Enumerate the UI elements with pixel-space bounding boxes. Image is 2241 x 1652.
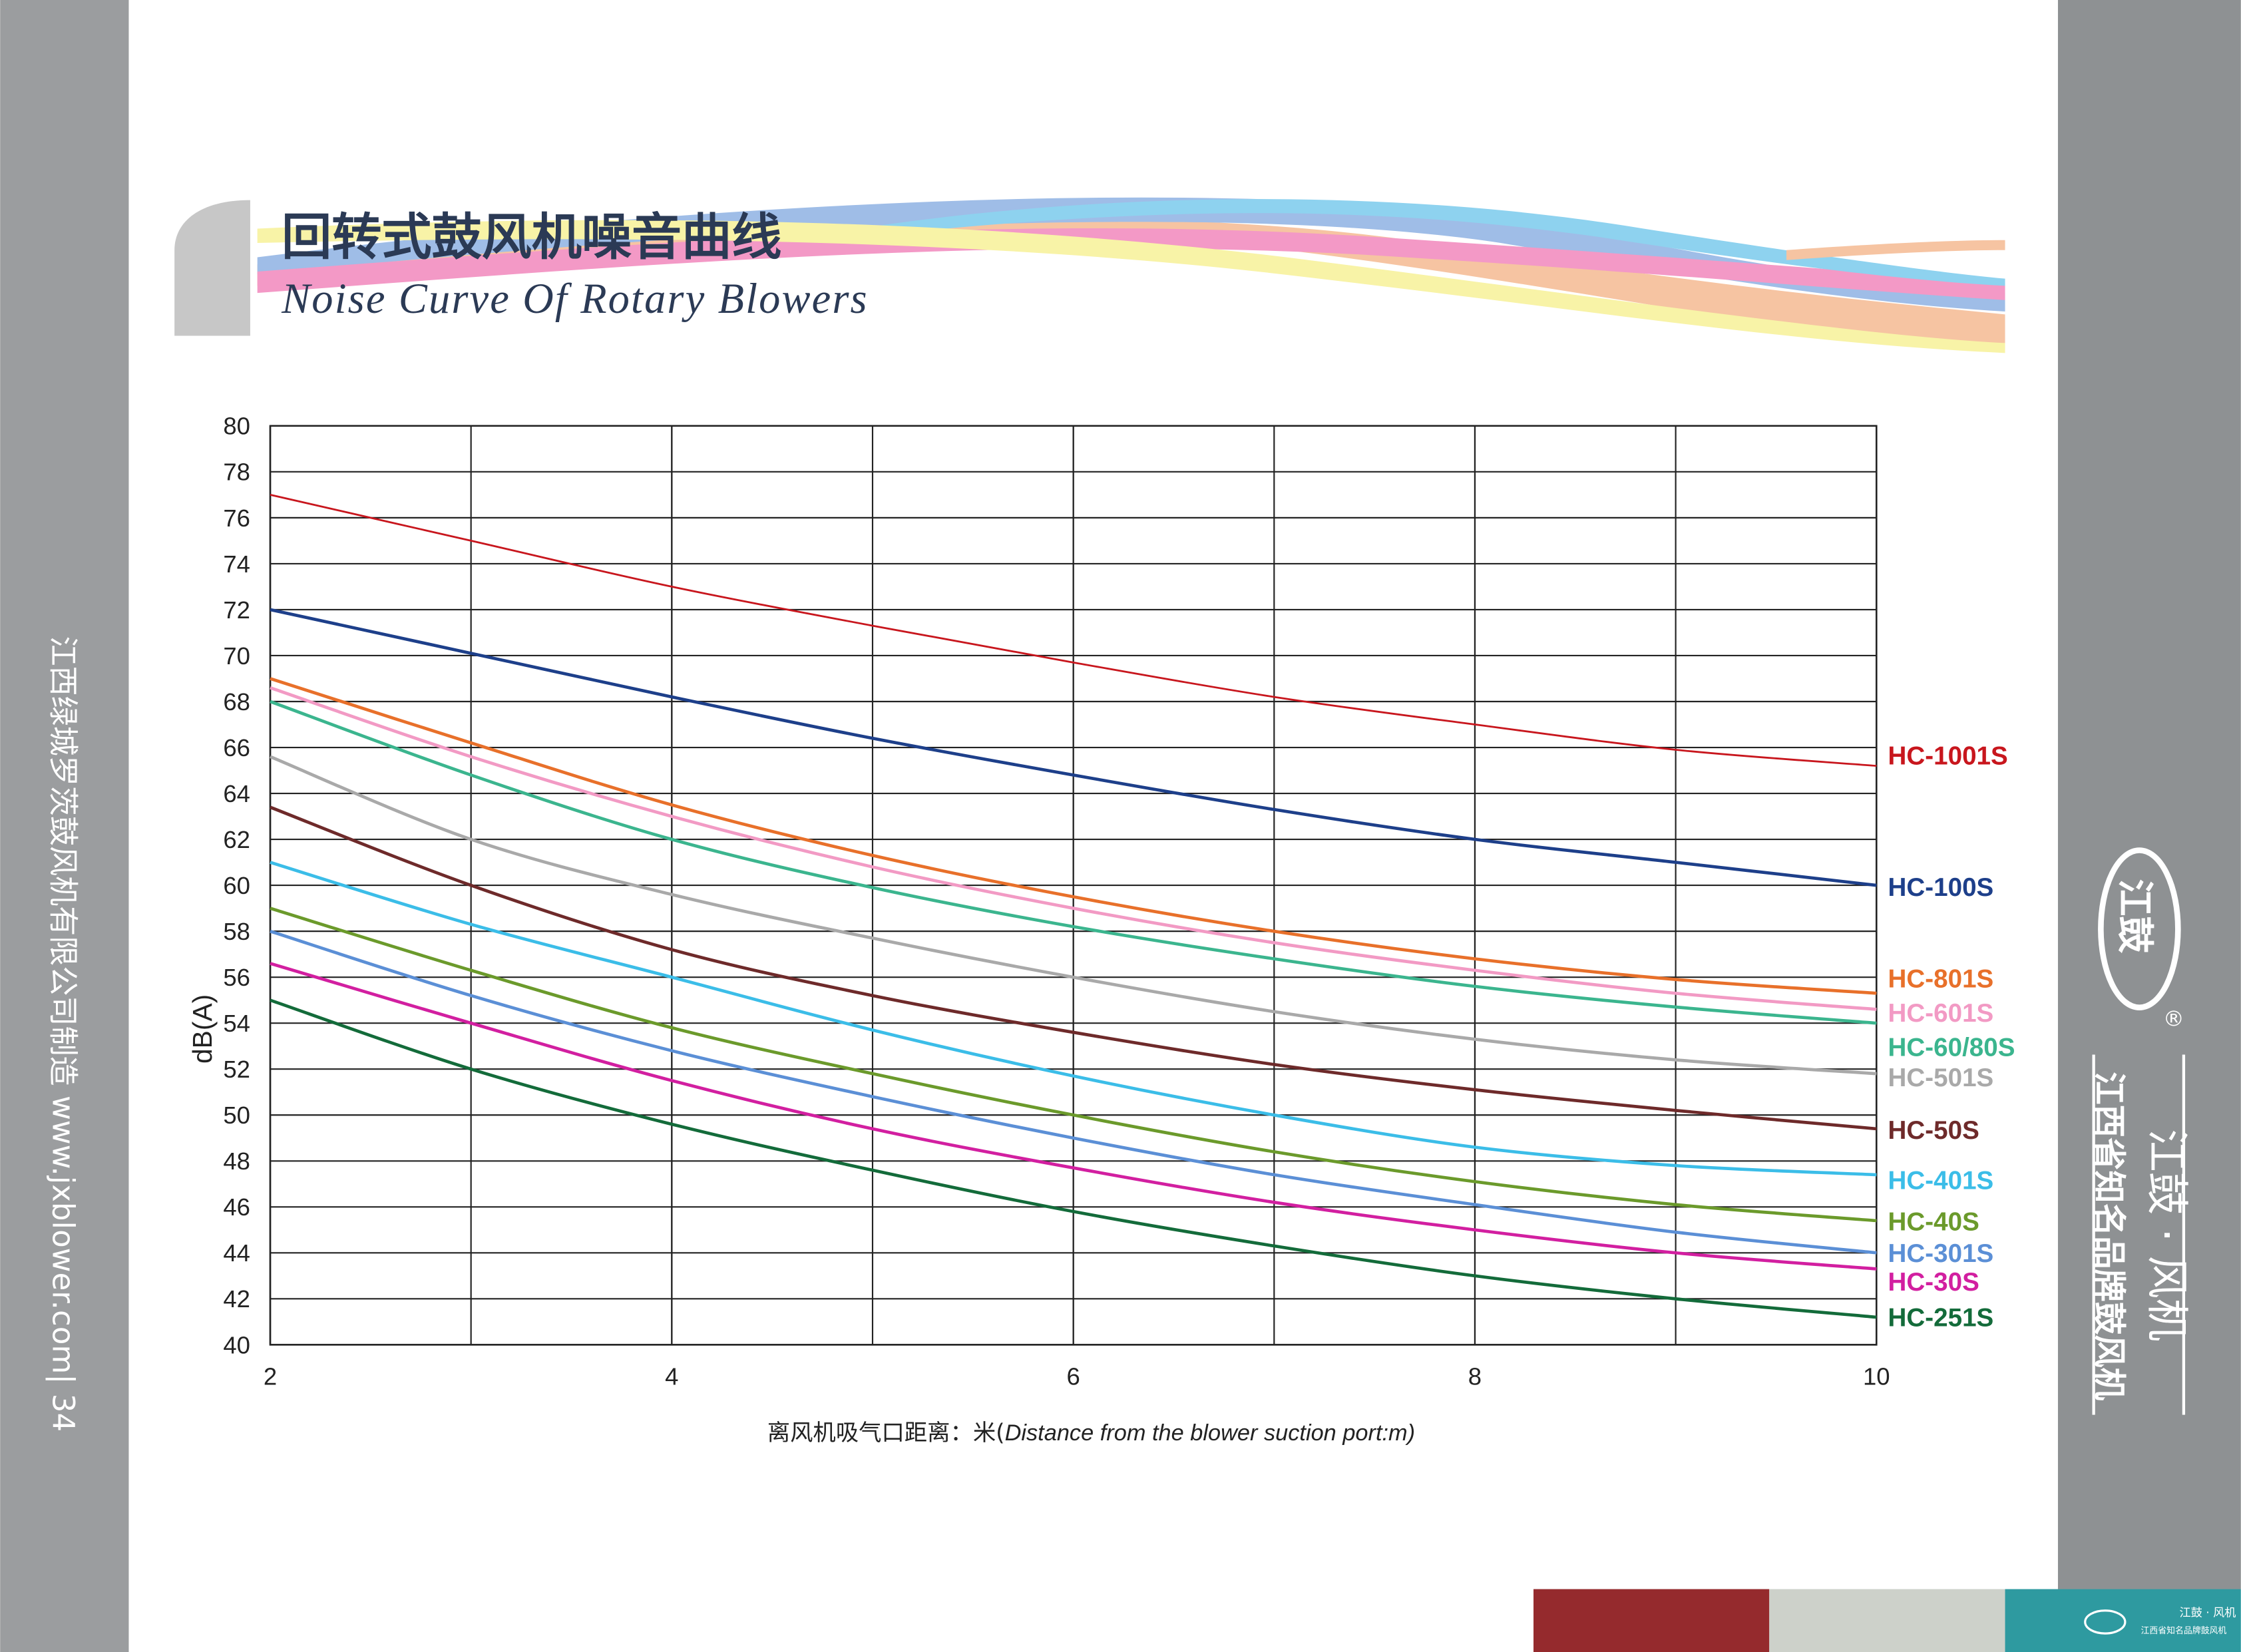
- x-tick-label: 8: [1468, 1363, 1482, 1390]
- series-label: HC-401S: [1888, 1166, 1993, 1195]
- series-line: [270, 686, 1877, 1011]
- y-tick-label: 76: [223, 505, 250, 532]
- side-text: 江西绿城罗茨鼓风机有限公司制造 www.jxblower.com| 34: [46, 636, 81, 1432]
- left-band: [0, 0, 129, 1652]
- x-axis-label: Distance from the blower suction port:m): [1005, 1420, 1416, 1446]
- y-tick-label: 72: [223, 596, 250, 624]
- x-tick-label: 6: [1066, 1363, 1080, 1390]
- y-tick-label: 78: [223, 459, 250, 486]
- series-line: [270, 805, 1877, 1131]
- y-tick-label: 42: [223, 1285, 250, 1313]
- series-label: HC-50S: [1888, 1116, 1979, 1145]
- series-label: HC-251S: [1888, 1303, 1993, 1332]
- series-label: HC-1001S: [1888, 742, 2007, 771]
- y-tick-label: 68: [223, 688, 250, 716]
- y-tick-label: 74: [223, 550, 250, 578]
- series-line: [270, 929, 1877, 1255]
- footer-block: [1769, 1589, 2005, 1652]
- title: 回转式鼓风机噪音曲线: [282, 208, 781, 266]
- series-label: HC-30S: [1888, 1268, 1979, 1297]
- series-line: [270, 608, 1877, 887]
- logo-ring: [2098, 847, 2181, 1010]
- series-label: HC-100S: [1888, 873, 1993, 902]
- y-axis-label: dB(A): [187, 994, 218, 1064]
- series-label: HC-501S: [1888, 1064, 1993, 1092]
- footer-slogan: 江西省知名品牌鼓风机: [2141, 1625, 2227, 1636]
- header-ribbons: [257, 197, 2005, 353]
- series-line: [270, 998, 1877, 1319]
- y-tick-label: 70: [223, 642, 250, 670]
- y-tick-label: 46: [223, 1193, 250, 1221]
- x-tick-label: 10: [1863, 1363, 1890, 1390]
- series-label: HC-40S: [1888, 1208, 1979, 1237]
- footer-brand: 江鼓 · 风机: [2179, 1606, 2236, 1619]
- series-line: [270, 700, 1877, 1025]
- series-line: [270, 962, 1877, 1271]
- footer-block: [2005, 1589, 2241, 1652]
- series-label: HC-60/80S: [1888, 1034, 2015, 1062]
- y-tick-label: 80: [223, 413, 250, 440]
- y-tick-label: 48: [223, 1147, 250, 1175]
- footer-logo: [2084, 1609, 2127, 1635]
- series-line: [270, 755, 1877, 1076]
- series-line: [270, 494, 1877, 767]
- series-label: HC-801S: [1888, 965, 1993, 994]
- logo: 江鼓: [2113, 879, 2156, 953]
- y-tick-label: 64: [223, 780, 250, 807]
- side-brand: 江鼓 · 风机: [2142, 1129, 2192, 1341]
- y-tick-label: 50: [223, 1102, 250, 1129]
- series-label: HC-301S: [1888, 1239, 1993, 1268]
- y-tick-label: 58: [223, 918, 250, 945]
- y-tick-label: 44: [223, 1239, 250, 1267]
- title-mark: [174, 200, 250, 336]
- series-line: [270, 677, 1877, 995]
- x-tick-label: 4: [665, 1363, 678, 1390]
- y-tick-label: 40: [223, 1331, 250, 1358]
- series-label: HC-601S: [1888, 999, 1993, 1028]
- y-tick-label: 66: [223, 734, 250, 761]
- registered: ®: [2163, 1006, 2184, 1032]
- series-line: [270, 861, 1877, 1177]
- x-axis-label: 离风机吸气口距离：米(: [767, 1420, 1005, 1446]
- y-tick-label: 60: [223, 872, 250, 899]
- subtitle: Noise Curve Of Rotary Blowers: [281, 275, 869, 322]
- y-tick-label: 56: [223, 964, 250, 991]
- y-tick-label: 62: [223, 826, 250, 853]
- series-line: [270, 907, 1877, 1223]
- y-tick-label: 52: [223, 1056, 250, 1083]
- side-slogan: 江西省知名品牌鼓风机: [2090, 1072, 2129, 1400]
- right-band: [2057, 0, 2241, 1589]
- footer-block: [1533, 1589, 1770, 1652]
- x-tick-label: 2: [264, 1363, 277, 1390]
- y-tick-label: 54: [223, 1010, 250, 1037]
